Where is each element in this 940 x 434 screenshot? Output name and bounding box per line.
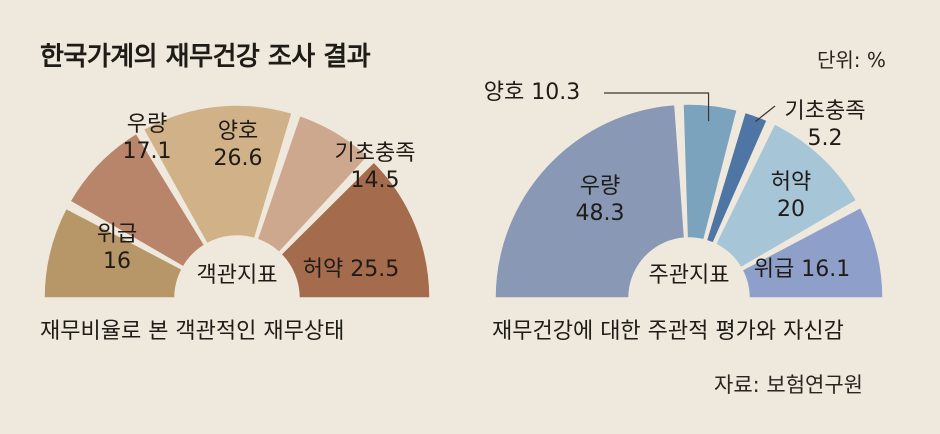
slice-label-위급: 위급 16.1	[754, 257, 850, 282]
slice-허약	[714, 122, 858, 269]
slice-우량	[68, 132, 206, 268]
chart-caption-1: 재무비율로 본 객관적인 재무상태	[40, 319, 344, 344]
source-label: 자료: 보험연구원	[714, 373, 863, 397]
slice-label-양호: 양호 10.3	[484, 80, 580, 105]
slice-label-기초충족: 기초충족 5.2	[785, 99, 866, 151]
slice-label-양호: 양호 26.6	[214, 119, 263, 171]
figure-title: 한국가계의 재무건강 조사 결과	[40, 42, 371, 72]
leader-line-양호	[604, 92, 710, 122]
slice-위급	[741, 206, 884, 299]
slice-기초충족	[256, 114, 370, 254]
slice-기초충족	[705, 111, 769, 245]
slice-label-허약: 허약 20	[771, 170, 811, 222]
unit-label: 단위: %	[817, 48, 886, 72]
slice-label-우량: 우량 17.1	[123, 112, 172, 164]
chart-2: 재무건강에 대한 주관적 평가와 자신감	[492, 92, 884, 344]
chart-1: 재무비율로 본 객관적인 재무상태	[40, 104, 431, 344]
center-label-2: 주관지표	[649, 263, 730, 288]
slice-양호	[682, 103, 739, 241]
slice-label-우량: 우량 48.3	[576, 174, 625, 226]
chart-caption-2: 재무건강에 대한 주관적 평가와 자신감	[492, 319, 844, 344]
slice-양호	[142, 104, 294, 245]
slice-label-기초충족: 기초충족 14.5	[335, 141, 416, 193]
center-label-1: 객관지표	[197, 263, 278, 288]
slice-label-허약: 허약 25.5	[303, 257, 399, 282]
slice-우량	[494, 103, 686, 299]
slice-label-위급: 위급 16	[97, 222, 137, 274]
slice-허약	[279, 160, 431, 299]
leader-line-기초충족	[755, 105, 776, 122]
slice-위급	[43, 207, 184, 299]
